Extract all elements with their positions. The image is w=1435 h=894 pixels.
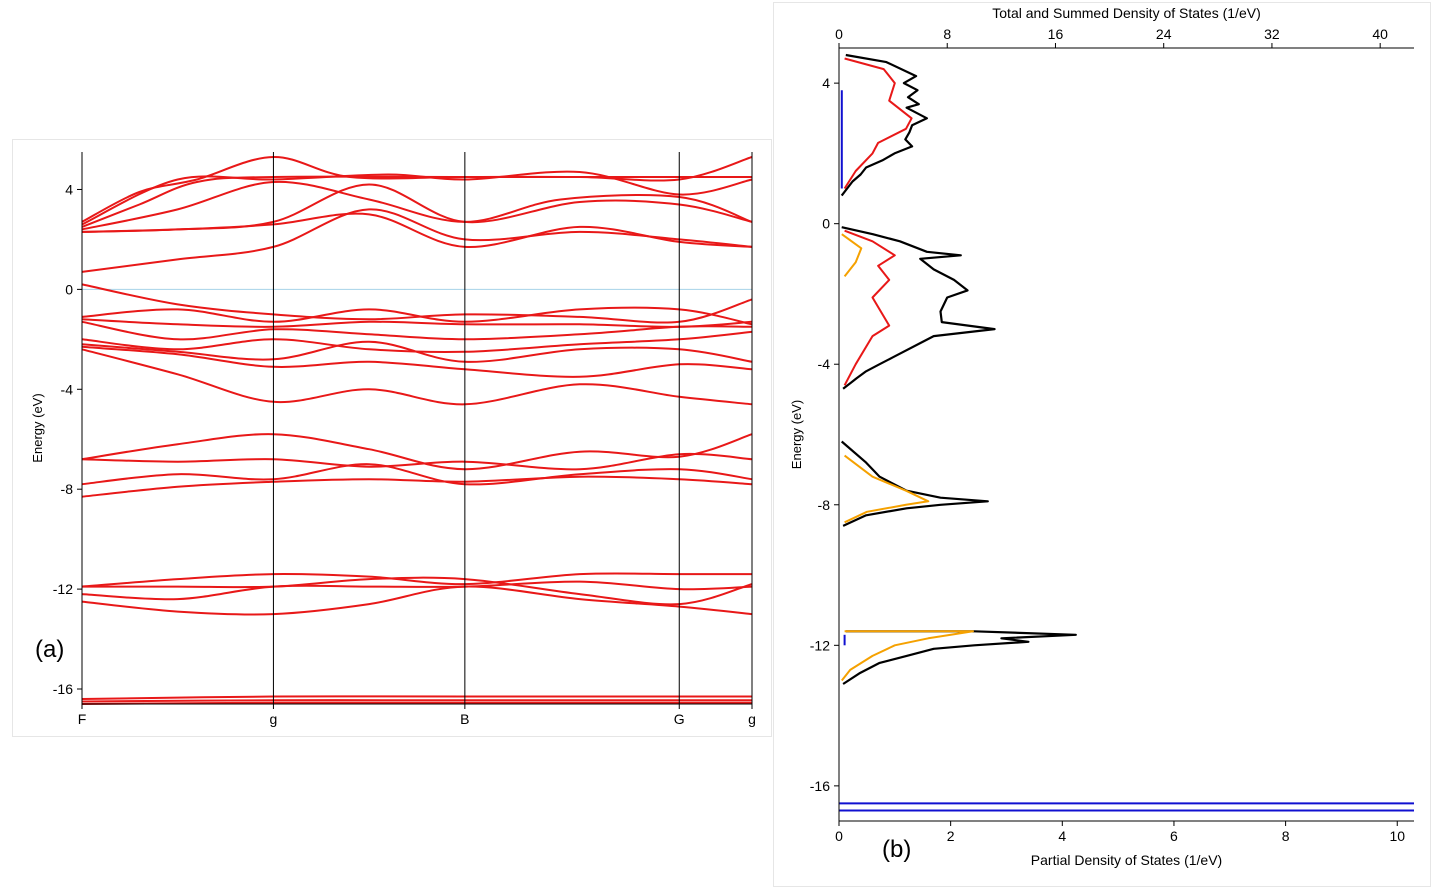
bottom-tick-label: 4 — [1058, 828, 1066, 844]
bottom-tick-label: 8 — [1282, 828, 1290, 844]
band-line-10 — [81, 318, 753, 328]
kpoint-label: G — [674, 711, 685, 727]
band-line-24 — [81, 695, 752, 700]
top-tick-label: 32 — [1264, 26, 1280, 42]
kpoint-label: g — [748, 711, 756, 727]
bottom-tick-label: 0 — [835, 828, 843, 844]
y-axis-label: Energy (eV) — [789, 400, 804, 469]
top-tick-label: 24 — [1156, 26, 1172, 42]
top-tick-label: 8 — [943, 26, 951, 42]
band-line-7 — [81, 208, 753, 273]
figure-label-a: (a) — [35, 636, 65, 663]
kpoint-label: g — [270, 711, 278, 727]
dos-curve-orange-7 — [841, 233, 863, 278]
bottom-tick-label: 10 — [1389, 828, 1405, 844]
band-line-14 — [81, 345, 753, 378]
band-line-18 — [81, 463, 753, 486]
kpoint-label: F — [78, 711, 87, 727]
dos-curve-black-2 — [841, 226, 996, 390]
dos-panel: Total and Summed Density of States (1/eV… — [773, 2, 1431, 887]
top-tick-label: 16 — [1048, 26, 1064, 42]
bottom-axis-title: Partial Density of States (1/eV) — [1031, 852, 1222, 868]
band-line-1 — [81, 155, 753, 223]
dos-curve-orange-9 — [841, 630, 974, 682]
band-line-9 — [81, 306, 753, 326]
band-line-11 — [81, 320, 753, 341]
dos-curve-black-4 — [842, 630, 1077, 685]
y-tick-label: 0 — [65, 281, 73, 297]
figure-label-b: (b) — [882, 836, 912, 863]
top-axis-title: Total and Summed Density of States (1/eV… — [992, 5, 1260, 21]
y-tick-label: -12 — [53, 581, 73, 597]
bottom-tick-label: 2 — [947, 828, 955, 844]
band-line-6 — [81, 212, 753, 248]
band-line-17 — [81, 452, 753, 471]
y-tick-label: -16 — [53, 681, 73, 697]
y-tick-label: -4 — [61, 381, 74, 397]
band-line-22 — [81, 580, 753, 601]
y-tick-label: -8 — [818, 497, 831, 513]
bottom-tick-label: 6 — [1170, 828, 1178, 844]
y-tick-label: -16 — [810, 778, 830, 794]
band-line-19 — [81, 475, 753, 498]
y-tick-label: -8 — [61, 481, 74, 497]
dos-curve-red-5 — [843, 57, 913, 190]
band-line-21 — [81, 576, 753, 606]
dos-curve-orange-8 — [843, 454, 930, 524]
y-tick-label: 4 — [65, 181, 73, 197]
band-line-20 — [81, 572, 752, 588]
band-line-25 — [81, 699, 752, 703]
band-line-4 — [81, 180, 753, 231]
y-tick-label: -4 — [818, 356, 831, 372]
dos-curve-black-1 — [840, 53, 928, 197]
dos-curve-red-6 — [843, 229, 896, 386]
dos-curve-black-3 — [840, 440, 989, 527]
top-tick-label: 0 — [835, 26, 843, 42]
y-axis-label: Energy (eV) — [30, 393, 45, 462]
band-line-15 — [81, 348, 753, 406]
band-line-23 — [81, 585, 753, 616]
band-line-13 — [81, 340, 753, 363]
top-tick-label: 40 — [1372, 26, 1388, 42]
band-line-12 — [81, 330, 753, 354]
y-tick-label: 4 — [822, 75, 830, 91]
y-tick-label: 0 — [822, 216, 830, 232]
dos-chart: Total and Summed Density of States (1/eV… — [789, 5, 1414, 868]
y-tick-label: -12 — [810, 637, 830, 653]
kpoint-label: B — [460, 711, 469, 727]
band-line-3 — [81, 170, 753, 226]
